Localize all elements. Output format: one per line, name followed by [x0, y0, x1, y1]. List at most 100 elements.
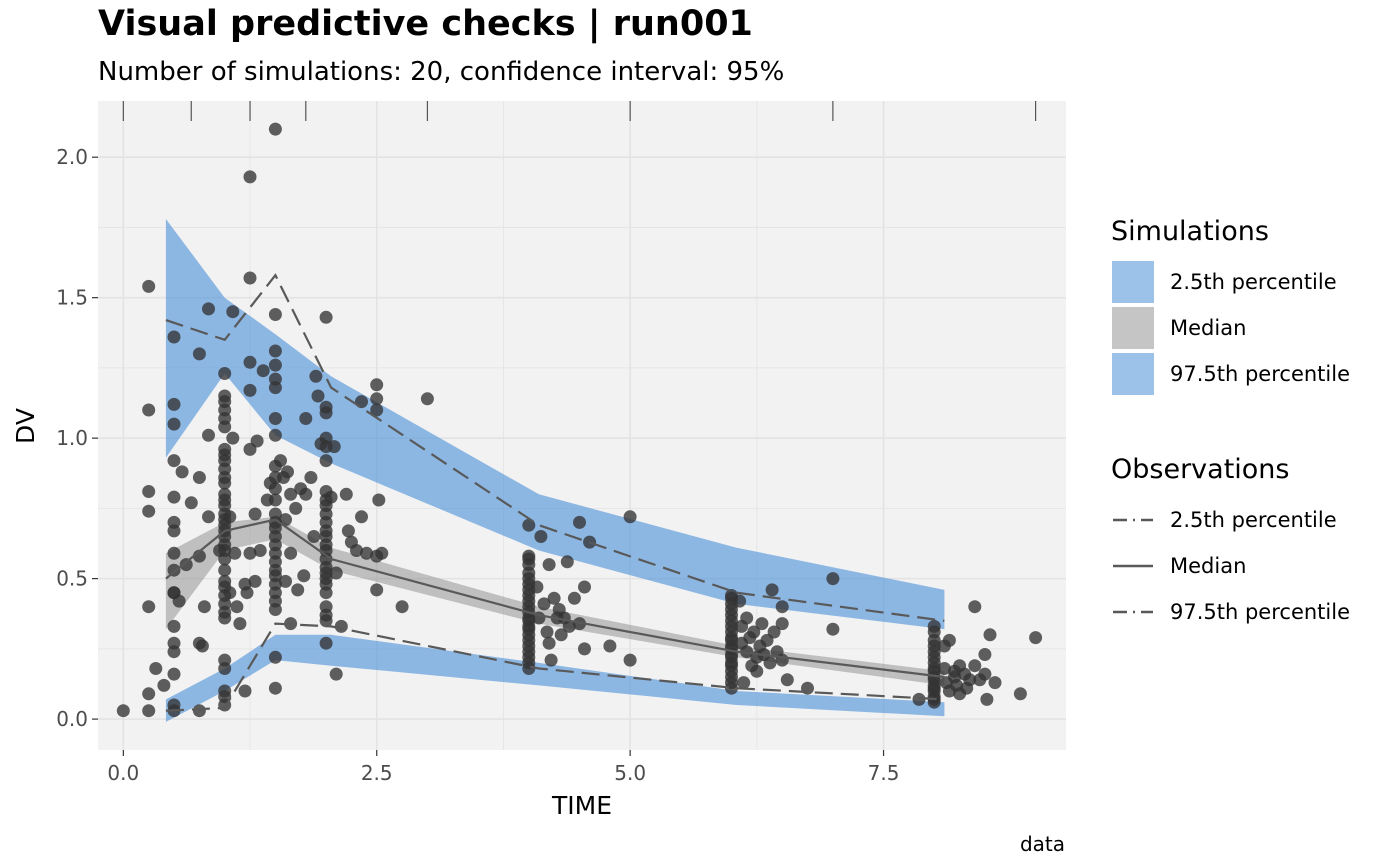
observation-point — [284, 487, 298, 501]
observation-point — [289, 501, 303, 515]
observation-point — [554, 628, 568, 642]
observation-point — [218, 367, 232, 380]
observation-point — [230, 600, 244, 614]
observation-point — [534, 530, 548, 543]
observation-point — [537, 597, 551, 611]
observation-point — [319, 636, 333, 650]
observation-point — [268, 482, 282, 496]
observation-point — [912, 692, 926, 706]
observation-point — [370, 403, 384, 417]
x-tick-label: 0.0 — [107, 761, 139, 785]
observation-point — [256, 364, 270, 378]
observation-point — [542, 558, 556, 572]
observation-point — [184, 496, 198, 510]
observation-point — [522, 662, 536, 675]
observation-point — [226, 305, 240, 319]
observation-point — [307, 530, 321, 543]
observation-point — [167, 645, 181, 659]
observation-point — [213, 544, 227, 557]
observation-point — [291, 583, 305, 597]
observation-point — [218, 476, 232, 490]
observation-point — [623, 653, 637, 667]
observation-point — [327, 440, 341, 454]
observation-point — [562, 619, 576, 633]
observation-point — [968, 659, 982, 673]
observation-point — [983, 628, 997, 642]
observation-point — [355, 395, 368, 409]
observation-point — [284, 546, 298, 560]
observation-point — [420, 392, 434, 406]
observation-point — [268, 681, 282, 695]
observation-point — [567, 591, 581, 605]
observation-point — [370, 392, 384, 406]
observation-point — [370, 583, 384, 597]
observation-point — [179, 558, 193, 572]
observation-point — [942, 633, 956, 647]
legend-sim-key-p2-5 — [1112, 261, 1154, 303]
observation-point — [1013, 687, 1027, 701]
observation-point — [167, 330, 181, 344]
observation-point — [304, 471, 318, 484]
observation-point — [578, 580, 591, 594]
observation-point — [544, 653, 558, 667]
y-tick-label: 1.0 — [56, 426, 88, 450]
observation-point — [988, 676, 1002, 690]
observation-point — [268, 122, 282, 136]
legend-simulations-title: Simulations — [1111, 216, 1269, 247]
observation-point — [755, 617, 769, 631]
y-axis-title: DV — [11, 408, 40, 444]
observation-point — [226, 431, 240, 445]
x-axis: 0.0 2.5 5.0 7.5 — [107, 750, 899, 785]
observation-point — [542, 636, 556, 650]
observation-point — [202, 302, 215, 316]
observation-point — [142, 704, 156, 718]
observation-point — [238, 684, 252, 698]
chart-subtitle: Number of simulations: 20, confidence in… — [98, 57, 784, 87]
observation-point — [826, 622, 840, 636]
observation-point — [299, 487, 313, 501]
observation-point — [740, 645, 754, 659]
sim-band-p2-5 — [165, 634, 945, 722]
observation-point — [623, 510, 637, 524]
observation-point — [195, 639, 209, 653]
y-axis: 0.0 0.5 1.0 1.5 2.0 — [56, 145, 98, 731]
observation-point — [978, 667, 992, 681]
observation-point — [142, 687, 156, 701]
observation-point — [268, 493, 282, 507]
observation-point — [765, 583, 779, 597]
observation-point — [737, 676, 751, 690]
observation-point — [281, 465, 294, 479]
observation-point — [192, 347, 206, 361]
observation-point — [167, 546, 181, 560]
observation-point — [167, 490, 181, 504]
observation-point — [319, 310, 333, 324]
observation-point — [311, 389, 325, 403]
observation-point — [767, 625, 781, 639]
observation-point — [341, 524, 355, 538]
observation-point — [167, 454, 181, 468]
obs-line-median — [165, 518, 945, 679]
y-tick-label: 0.5 — [56, 567, 88, 591]
observation-point — [116, 704, 130, 718]
observation-point — [733, 594, 747, 608]
observation-point — [1029, 631, 1043, 645]
legend-obs-label-median: Median — [1170, 554, 1246, 578]
observation-point — [192, 704, 206, 718]
observation-point — [370, 378, 384, 392]
observation-point — [603, 639, 617, 653]
observation-point — [218, 662, 232, 675]
observation-point — [963, 673, 977, 687]
legend-sim-label-p2-5: 2.5th percentile — [1170, 270, 1337, 294]
observation-point — [560, 555, 574, 569]
observation-point — [319, 614, 333, 628]
observation-point — [279, 574, 292, 588]
observation-point — [274, 454, 287, 468]
observation-point — [202, 428, 215, 442]
observation-point — [240, 586, 254, 600]
observation-point — [268, 650, 282, 664]
observation-point — [268, 428, 282, 442]
observation-point — [268, 412, 282, 425]
observation-point — [578, 642, 591, 656]
observation-point — [375, 546, 389, 560]
x-tick-label: 5.0 — [614, 761, 646, 785]
